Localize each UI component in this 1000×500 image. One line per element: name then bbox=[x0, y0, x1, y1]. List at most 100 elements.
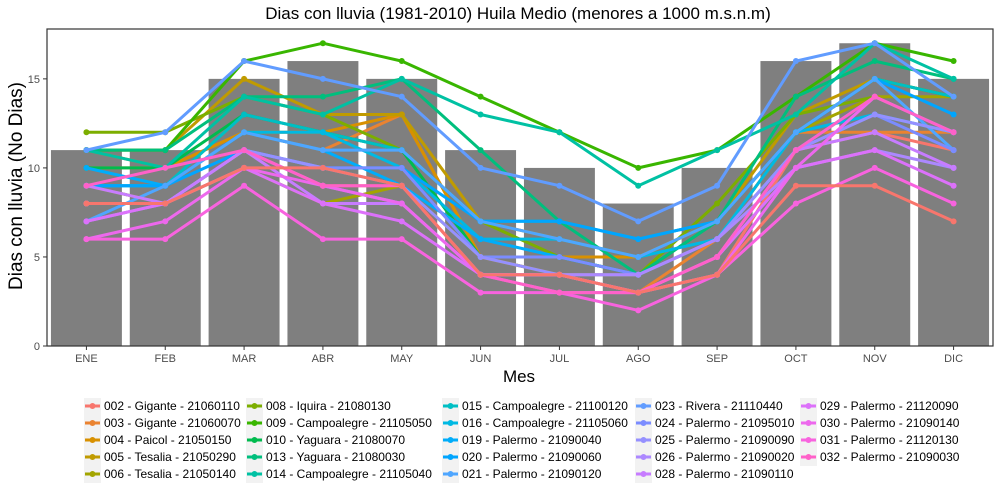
legend-item: 032 - Palermo - 21090030 bbox=[800, 449, 960, 466]
series-line bbox=[86, 41, 954, 170]
series-point bbox=[319, 111, 326, 118]
legend-item: 016 - Campoalegre - 21105060 bbox=[442, 415, 628, 432]
series-point bbox=[950, 129, 957, 136]
series-point bbox=[83, 236, 90, 243]
legend-item: 019 - Palermo - 21090040 bbox=[442, 432, 602, 449]
series-point bbox=[635, 164, 642, 171]
legend-item: 031 - Palermo - 21120130 bbox=[800, 432, 959, 449]
series-line bbox=[86, 59, 954, 277]
legend-label: 013 - Yaguara - 21080030 bbox=[266, 450, 405, 464]
series-point bbox=[714, 271, 721, 278]
series-point bbox=[398, 164, 405, 171]
legend-label: 030 - Palermo - 21090140 bbox=[820, 416, 960, 430]
series-point bbox=[477, 236, 484, 243]
series-point bbox=[398, 93, 405, 100]
series-point bbox=[398, 111, 405, 118]
series-point bbox=[83, 129, 90, 136]
series-point bbox=[950, 111, 957, 118]
legend-label: 023 - Rivera - 21110440 bbox=[655, 399, 783, 413]
series-point bbox=[241, 75, 248, 82]
legend-key-point bbox=[447, 471, 454, 477]
series-point bbox=[556, 129, 563, 136]
series-point bbox=[319, 200, 326, 207]
legend-label: 016 - Campoalegre - 21105060 bbox=[462, 416, 628, 430]
series-point bbox=[162, 129, 169, 136]
legend-key-point bbox=[251, 454, 258, 460]
legend-key-point bbox=[805, 437, 812, 443]
x-tick-label: ENE bbox=[75, 353, 98, 365]
legend-item: 002 - Gigante - 21060110 bbox=[84, 398, 240, 415]
series-point bbox=[556, 253, 563, 260]
series-point bbox=[477, 147, 484, 154]
series-point bbox=[792, 200, 799, 207]
series-point bbox=[241, 164, 248, 171]
bar-dic bbox=[918, 78, 990, 346]
x-tick-label: OCT bbox=[784, 353, 808, 365]
series-point bbox=[477, 289, 484, 296]
legend-label: 004 - Paicol - 21050150 bbox=[104, 433, 232, 447]
series-point bbox=[950, 164, 957, 171]
legend-key-point bbox=[447, 420, 454, 426]
series-point bbox=[398, 218, 405, 225]
y-tick-label: 15 bbox=[28, 74, 40, 86]
y-axis-title: Dias con lluvia (No Dias) bbox=[6, 82, 27, 290]
series-point bbox=[950, 93, 957, 100]
series-point bbox=[950, 75, 957, 82]
series-point bbox=[635, 253, 642, 260]
legend-label: 009 - Campoalegre - 21105050 bbox=[266, 416, 432, 430]
series-point bbox=[319, 164, 326, 171]
x-tick-label: MAR bbox=[232, 353, 257, 365]
legend-label: 014 - Campoalegre - 21105040 bbox=[266, 467, 432, 481]
legend: 002 - Gigante - 21060110 003 - Gigante - … bbox=[84, 398, 960, 483]
series-line bbox=[86, 95, 955, 295]
legend-label: 005 - Tesalia - 21050290 bbox=[104, 450, 236, 464]
series-point bbox=[398, 236, 405, 243]
series-point bbox=[714, 182, 721, 189]
series-point bbox=[319, 75, 326, 82]
series-point bbox=[950, 58, 957, 65]
legend-item: 009 - Campoalegre - 21105050 bbox=[246, 415, 432, 432]
legend-key-point bbox=[805, 420, 812, 426]
legend-item: 024 - Palermo - 21095010 bbox=[635, 415, 795, 432]
series-point bbox=[477, 164, 484, 171]
series-point bbox=[241, 147, 248, 154]
series-point bbox=[792, 58, 799, 65]
series-point bbox=[792, 129, 799, 136]
series-point bbox=[319, 147, 326, 154]
legend-label: 015 - Campoalegre - 21100120 bbox=[462, 399, 628, 413]
y-tick-label: 10 bbox=[28, 163, 40, 175]
series-point bbox=[319, 129, 326, 136]
legend-item: 021 - Palermo - 21090120 bbox=[442, 466, 602, 483]
legend-item: 013 - Yaguara - 21080030 bbox=[246, 449, 405, 466]
series-point bbox=[319, 40, 326, 47]
legend-item: 020 - Palermo - 21090060 bbox=[442, 449, 602, 466]
legend-key-point bbox=[447, 454, 454, 460]
series-point bbox=[83, 147, 90, 154]
series-point bbox=[635, 218, 642, 225]
series-point bbox=[241, 182, 248, 189]
series-point bbox=[83, 218, 90, 225]
series-point bbox=[871, 182, 878, 189]
plot-area: 0 5 10 15 ENE FEB MAR ABR MAY JUN JUL AGO SEP OCT NOV D… bbox=[28, 28, 994, 365]
series-point bbox=[398, 58, 405, 65]
series-point bbox=[950, 182, 957, 189]
series-point bbox=[241, 129, 248, 136]
series-point bbox=[635, 289, 642, 296]
series-point bbox=[871, 58, 878, 65]
series-point bbox=[714, 218, 721, 225]
series-point bbox=[162, 200, 169, 207]
legend-key-point bbox=[447, 437, 454, 443]
series-point bbox=[871, 93, 878, 100]
legend-label: 010 - Yaguara - 21080070 bbox=[266, 433, 405, 447]
legend-key-point bbox=[640, 420, 647, 426]
series-point bbox=[477, 218, 484, 225]
series-point bbox=[556, 236, 563, 243]
legend-label: 020 - Palermo - 21090060 bbox=[462, 450, 602, 464]
legend-key-point bbox=[251, 471, 258, 477]
series-point bbox=[398, 182, 405, 189]
legend-label: 029 - Palermo - 21120090 bbox=[820, 399, 959, 413]
legend-label: 021 - Palermo - 21090120 bbox=[462, 467, 602, 481]
series-point bbox=[319, 182, 326, 189]
series-point bbox=[950, 200, 957, 207]
